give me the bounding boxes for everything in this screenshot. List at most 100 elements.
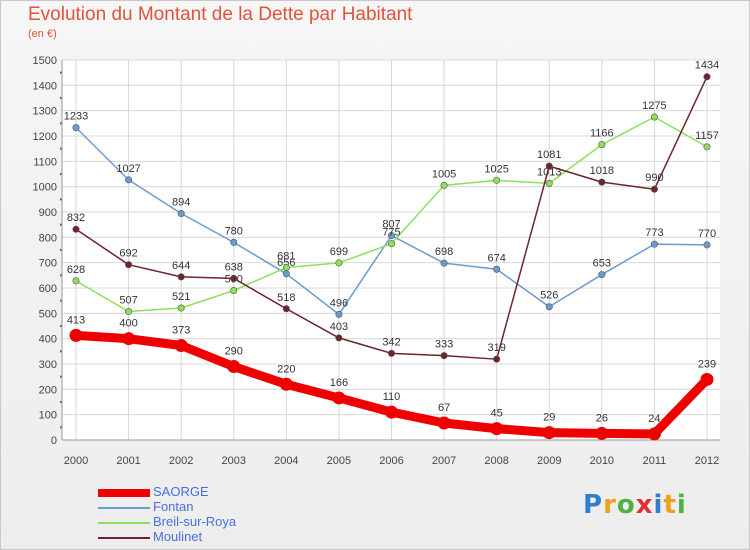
data-label-fontan: 773 bbox=[645, 227, 663, 239]
data-point-breil-sur-roya bbox=[387, 240, 395, 248]
data-point-saorge bbox=[700, 372, 714, 386]
y-tick-label: 200 bbox=[39, 384, 57, 396]
data-point-saorge bbox=[279, 377, 293, 391]
data-label-fontan: 894 bbox=[172, 197, 190, 209]
data-label-saorge: 24 bbox=[648, 413, 660, 425]
y-tick-label: 500 bbox=[39, 308, 57, 320]
data-point-breil-sur-roya bbox=[125, 308, 133, 316]
data-label-saorge: 220 bbox=[277, 363, 295, 375]
data-label-fontan: 496 bbox=[330, 297, 348, 309]
data-point-saorge bbox=[385, 405, 398, 419]
data-point-breil-sur-roya bbox=[703, 143, 711, 151]
data-point-moulinet bbox=[335, 334, 343, 342]
data-point-fontan bbox=[493, 265, 501, 273]
data-label-breil-sur-roya: 521 bbox=[172, 291, 190, 303]
y-minor-tick bbox=[60, 325, 62, 327]
legend-label-breil-sur-roya: Breil-sur-Roya bbox=[153, 514, 237, 529]
y-tick-label: 1200 bbox=[33, 131, 57, 143]
data-label-fontan: 770 bbox=[698, 228, 716, 240]
data-point-saorge bbox=[227, 360, 241, 374]
data-label-breil-sur-roya: 628 bbox=[67, 264, 85, 276]
data-point-breil-sur-roya bbox=[493, 176, 501, 184]
data-label-moulinet: 638 bbox=[225, 261, 243, 273]
data-label-saorge: 67 bbox=[438, 402, 450, 414]
data-label-moulinet: 403 bbox=[330, 321, 348, 333]
data-point-moulinet bbox=[545, 162, 553, 170]
data-label-fontan: 526 bbox=[540, 290, 558, 302]
chart-title: Evolution du Montant de la Dette par Hab… bbox=[28, 4, 413, 25]
x-tick-label: 2001 bbox=[116, 455, 140, 467]
y-minor-tick bbox=[60, 97, 62, 99]
data-label-moulinet: 692 bbox=[119, 248, 137, 260]
y-tick-label: 600 bbox=[39, 283, 57, 295]
data-point-saorge bbox=[332, 391, 346, 405]
legend-label-saorge: SAORGE bbox=[153, 484, 209, 499]
data-label-breil-sur-roya: 775 bbox=[382, 227, 400, 239]
data-point-moulinet bbox=[72, 225, 80, 233]
data-point-saorge bbox=[122, 332, 136, 346]
data-point-fontan bbox=[387, 232, 395, 240]
y-minor-tick bbox=[60, 274, 62, 277]
data-point-moulinet bbox=[177, 273, 185, 281]
data-label-saorge: 290 bbox=[225, 346, 243, 358]
y-minor-tick bbox=[60, 173, 62, 175]
y-minor-tick bbox=[60, 223, 62, 226]
legend-swatch-saorge bbox=[98, 489, 150, 497]
y-minor-tick bbox=[60, 299, 62, 302]
data-point-fontan bbox=[335, 310, 343, 318]
x-tick-label: 2002 bbox=[169, 455, 193, 467]
data-label-moulinet: 1018 bbox=[590, 165, 614, 177]
y-tick-label: 800 bbox=[39, 232, 57, 244]
data-point-breil-sur-roya bbox=[282, 263, 290, 271]
data-point-saorge bbox=[437, 416, 451, 430]
y-minor-tick bbox=[60, 71, 62, 74]
y-minor-tick bbox=[60, 401, 62, 403]
data-label-fontan: 807 bbox=[382, 219, 400, 231]
data-point-fontan bbox=[282, 270, 290, 278]
data-label-saorge: 400 bbox=[119, 318, 137, 330]
logo-letter: t bbox=[663, 490, 677, 520]
data-point-breil-sur-roya bbox=[440, 181, 448, 189]
x-tick-label: 2009 bbox=[537, 455, 561, 467]
y-tick-label: 1400 bbox=[33, 80, 57, 92]
data-point-moulinet bbox=[650, 185, 658, 193]
data-point-breil-sur-roya bbox=[230, 287, 238, 295]
data-label-moulinet: 518 bbox=[277, 292, 295, 304]
x-tick-label: 2010 bbox=[590, 455, 614, 467]
data-label-breil-sur-roya: 699 bbox=[330, 246, 348, 258]
data-point-saorge bbox=[174, 339, 188, 353]
y-minor-tick bbox=[60, 375, 62, 378]
x-tick-label: 2012 bbox=[695, 455, 719, 467]
data-point-moulinet bbox=[493, 355, 501, 363]
data-point-breil-sur-roya bbox=[598, 141, 606, 149]
chart-subtitle: (en €) bbox=[28, 28, 57, 40]
y-tick-label: 1300 bbox=[33, 106, 57, 118]
x-tick-label: 2006 bbox=[379, 455, 403, 467]
logo-letter: r bbox=[603, 490, 617, 520]
x-tick-label: 2008 bbox=[484, 455, 508, 467]
x-tick-label: 2007 bbox=[432, 455, 456, 467]
data-point-breil-sur-roya bbox=[72, 277, 80, 285]
data-label-breil-sur-roya: 1275 bbox=[642, 100, 666, 112]
data-point-moulinet bbox=[230, 274, 238, 282]
y-minor-tick bbox=[60, 426, 62, 429]
data-point-breil-sur-roya bbox=[650, 113, 658, 121]
data-label-moulinet: 1434 bbox=[695, 60, 719, 72]
data-label-saorge: 29 bbox=[543, 412, 555, 424]
y-tick-label: 300 bbox=[39, 359, 57, 371]
data-point-saorge bbox=[647, 427, 661, 441]
data-point-moulinet bbox=[440, 352, 448, 360]
data-point-moulinet bbox=[598, 178, 606, 186]
logo-letter: i bbox=[653, 490, 664, 520]
data-label-breil-sur-roya: 1157 bbox=[695, 130, 719, 142]
data-label-fontan: 1233 bbox=[64, 111, 88, 123]
data-label-fontan: 780 bbox=[225, 225, 243, 237]
data-label-saorge: 26 bbox=[596, 412, 608, 424]
data-label-moulinet: 333 bbox=[435, 339, 453, 351]
data-point-fontan bbox=[177, 210, 185, 218]
data-point-saorge bbox=[490, 422, 504, 436]
data-point-fontan bbox=[72, 124, 80, 132]
data-point-saorge bbox=[595, 426, 609, 440]
logo-letter: i bbox=[676, 490, 687, 520]
